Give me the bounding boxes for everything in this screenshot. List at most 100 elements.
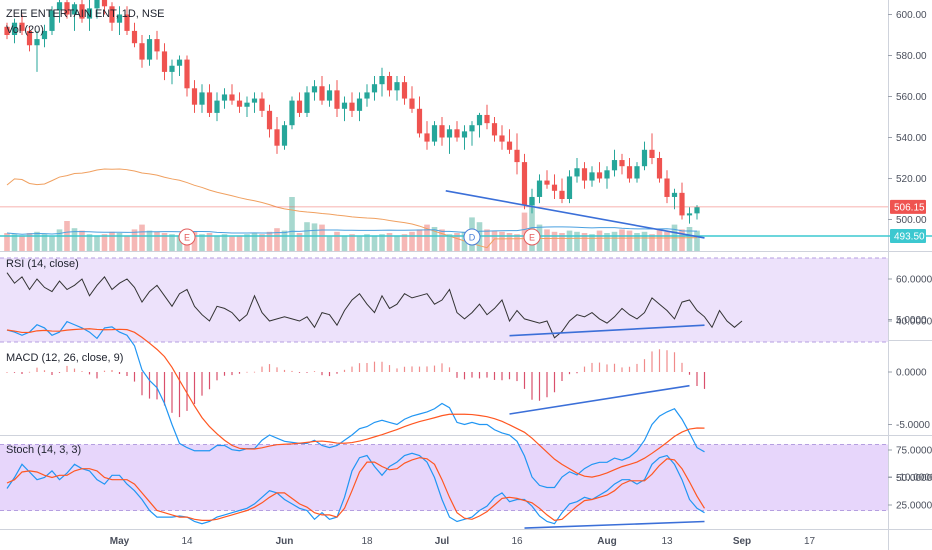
price-candles: [4, 0, 700, 224]
macd-hist-bar: [381, 361, 383, 372]
candle: [244, 96, 250, 117]
macd-hist-bar: [523, 372, 526, 389]
candle-body: [229, 94, 235, 101]
macd-hist-bar: [433, 365, 436, 372]
candle: [596, 162, 603, 183]
macd-hist-bar: [418, 366, 421, 372]
stoch-tick-label: 75.0000: [896, 446, 932, 457]
candle-body: [559, 190, 565, 199]
candle-body: [356, 98, 363, 111]
candle: [686, 207, 693, 224]
macd-hist-bar: [51, 372, 53, 375]
volume-bar: [41, 234, 48, 251]
candle: [679, 182, 685, 220]
volume-bar: [11, 234, 18, 251]
volume-bar: [79, 230, 85, 251]
candle-body: [604, 170, 610, 179]
candle: [311, 80, 318, 101]
macd-hist-bar: [598, 362, 601, 372]
macd-hist-bar: [28, 371, 31, 373]
macd-hist-bar: [156, 372, 158, 400]
candle-body: [649, 149, 655, 158]
candle-body: [446, 129, 453, 138]
macd-hist-bar: [118, 372, 121, 374]
candle-body: [334, 90, 340, 109]
x-tick-label: 16: [511, 536, 523, 547]
candle: [544, 170, 550, 189]
candle: [191, 80, 198, 113]
volume-bar: [439, 229, 445, 251]
x-tick-label: Jun: [276, 536, 294, 547]
ma-line-orange: [6, 168, 698, 249]
candle: [139, 35, 145, 68]
macd-hist-bar: [6, 372, 8, 373]
candle-body: [656, 158, 663, 179]
price-tick-label: 500.00: [896, 215, 927, 226]
volume-bar: [49, 236, 55, 251]
candle-body: [56, 2, 63, 11]
volume-bar: [131, 229, 138, 251]
volume-bar: [191, 231, 198, 251]
volume-bar: [664, 231, 670, 251]
candle: [214, 92, 220, 122]
macd-hist-bar: [306, 372, 308, 373]
macd-hist-bar: [291, 370, 293, 372]
macd-label: MACD (12, 26, close, 9): [6, 352, 123, 364]
candle-body: [536, 180, 543, 197]
candle-body: [611, 160, 618, 171]
macd-hist-bar: [336, 372, 338, 374]
candle: [551, 174, 558, 199]
volume-bar: [4, 233, 10, 251]
candle-body: [431, 125, 438, 142]
macd-hist-bar: [688, 372, 691, 375]
macd-hist-bar: [388, 365, 391, 372]
candle: [274, 117, 280, 154]
candle-body: [679, 192, 685, 216]
macd-hist-bar: [321, 372, 323, 376]
macd-hist-bar: [268, 364, 271, 372]
volume-ma-line: [6, 226, 698, 235]
rsi-tick-label: 40.0000: [896, 317, 932, 328]
price-tick-label: 580.00: [896, 51, 927, 62]
macd-hist-bar: [546, 372, 548, 398]
candle-body: [574, 168, 580, 177]
trendlines: [445, 190, 705, 529]
candle-body: [214, 100, 220, 113]
candle-body: [274, 129, 280, 146]
candle: [169, 59, 175, 85]
macd-hist-bar: [681, 362, 683, 372]
candle-body: [101, 0, 108, 7]
price-tags: 506.15 493.50: [890, 199, 926, 243]
event-marker-letter: E: [529, 233, 535, 243]
candle: [41, 24, 48, 48]
candle: [634, 162, 640, 183]
candle-body: [146, 39, 153, 60]
volume-bar: [499, 231, 505, 251]
volume-bar: [116, 233, 123, 251]
macd-hist-bar: [21, 372, 23, 374]
candle-body: [176, 59, 183, 66]
candle-body: [364, 92, 370, 99]
macd-hist-bar: [186, 372, 188, 411]
candle-body: [191, 88, 198, 105]
candle-body: [221, 94, 228, 101]
candle: [71, 2, 78, 31]
volume-bar: [289, 197, 295, 251]
candle: [319, 76, 325, 105]
candle-body: [379, 76, 385, 85]
candle: [476, 112, 483, 138]
macd-hist-bar: [463, 372, 466, 380]
candle: [176, 55, 183, 76]
candle-body: [289, 100, 295, 126]
price-trendline: [445, 190, 705, 239]
candle: [364, 84, 370, 107]
volume-bar: [386, 233, 393, 251]
volume-bar: [491, 230, 498, 251]
candle: [491, 117, 498, 142]
stoch-band: [0, 444, 888, 511]
candle-body: [41, 30, 48, 40]
x-tick-label: Aug: [597, 536, 616, 547]
volume-bar: [334, 231, 340, 251]
